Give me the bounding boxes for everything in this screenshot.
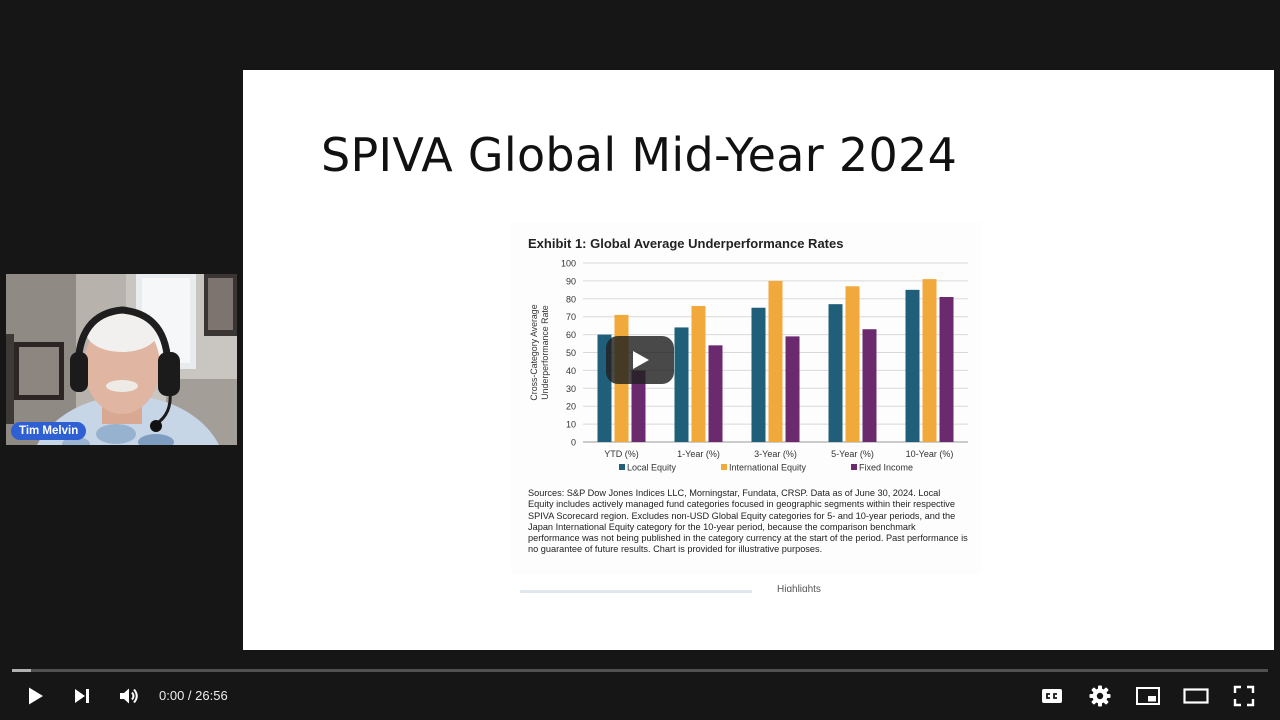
play-icon: [633, 351, 649, 369]
legend-label: Local Equity: [627, 463, 677, 473]
slide-divider: [520, 590, 752, 593]
webcam-overlay: Tim Melvin: [6, 274, 237, 445]
settings-button[interactable]: [1080, 676, 1120, 716]
bar: [845, 286, 860, 442]
y-tick-label: 100: [561, 259, 576, 269]
large-play-button[interactable]: [606, 336, 674, 384]
bar: [922, 279, 937, 442]
y-tick-label: 0: [571, 438, 576, 448]
fullscreen-icon: [1233, 685, 1255, 707]
time-separator: /: [184, 688, 196, 703]
x-tick-label: 10-Year (%): [906, 449, 954, 459]
fullscreen-button[interactable]: [1224, 676, 1264, 716]
bar: [751, 307, 766, 442]
legend-swatch: [619, 464, 625, 470]
slide-footer-fragment: Highlights: [777, 584, 821, 592]
y-tick-label: 50: [566, 348, 576, 358]
next-icon: [75, 689, 89, 703]
duration: 26:56: [195, 688, 228, 703]
presentation-slide: SPIVA Global Mid-Year 2024 0 10 20 30 40 50 60…: [243, 70, 1274, 650]
bar: [631, 370, 646, 442]
chart-sources-note: Sources: S&P Dow Jones Indices LLC, Morn…: [528, 488, 968, 555]
legend-swatch: [721, 464, 727, 470]
next-button[interactable]: [62, 676, 102, 716]
play-button[interactable]: [15, 676, 55, 716]
theater-mode-button[interactable]: [1176, 676, 1216, 716]
bar-chart: 0 10 20 30 40 50 60 70 80 90 100 Cross-Category Ave…: [529, 259, 968, 473]
miniplayer-button[interactable]: [1128, 676, 1168, 716]
bar: [862, 329, 877, 442]
time-display: 0:00 / 26:56: [159, 688, 228, 703]
slide-title: SPIVA Global Mid-Year 2024: [321, 128, 958, 182]
player-controls: 0:00 / 26:56: [0, 676, 1280, 716]
volume-icon: [120, 688, 138, 704]
x-tick-label: 1-Year (%): [677, 449, 720, 459]
legend-label: International Equity: [729, 463, 807, 473]
y-axis-label: Cross-Category Average: [529, 304, 539, 400]
bar: [768, 280, 783, 442]
bar: [828, 304, 843, 442]
theater-icon: [1183, 688, 1209, 704]
y-tick-label: 70: [566, 312, 576, 322]
presenter-video: [6, 274, 237, 445]
bar: [785, 336, 800, 442]
x-tick-label: 3-Year (%): [754, 449, 797, 459]
y-tick-label: 30: [566, 384, 576, 394]
exhibit-image: 0 10 20 30 40 50 60 70 80 90 100 Cross-Category Ave…: [511, 222, 981, 574]
y-axis-label: Underperformance Rate: [540, 305, 550, 399]
bar: [674, 327, 689, 442]
captions-icon: [1042, 689, 1062, 703]
progress-bar[interactable]: [12, 669, 1268, 672]
bar: [691, 305, 706, 442]
bar: [939, 297, 954, 442]
y-tick-label: 60: [566, 330, 576, 340]
bar: [708, 345, 723, 442]
x-tick-label: 5-Year (%): [831, 449, 874, 459]
captions-button[interactable]: [1032, 676, 1072, 716]
legend-swatch: [851, 464, 857, 470]
progress-played: [12, 669, 31, 672]
y-tick-label: 40: [566, 366, 576, 376]
y-tick-label: 80: [566, 294, 576, 304]
settings-icon: [1089, 685, 1111, 707]
play-icon: [29, 687, 43, 705]
x-tick-label: YTD (%): [604, 449, 639, 459]
miniplayer-icon: [1136, 687, 1160, 705]
y-tick-label: 10: [566, 420, 576, 430]
presenter-name-badge: Tim Melvin: [11, 422, 87, 440]
y-tick-label: 20: [566, 402, 576, 412]
mute-button[interactable]: [109, 676, 149, 716]
chart-title: Exhibit 1: Global Average Underperforman…: [528, 236, 844, 251]
bar: [905, 289, 920, 442]
y-tick-label: 90: [566, 276, 576, 286]
current-time: 0:00: [159, 688, 185, 703]
legend-label: Fixed Income: [859, 463, 913, 473]
